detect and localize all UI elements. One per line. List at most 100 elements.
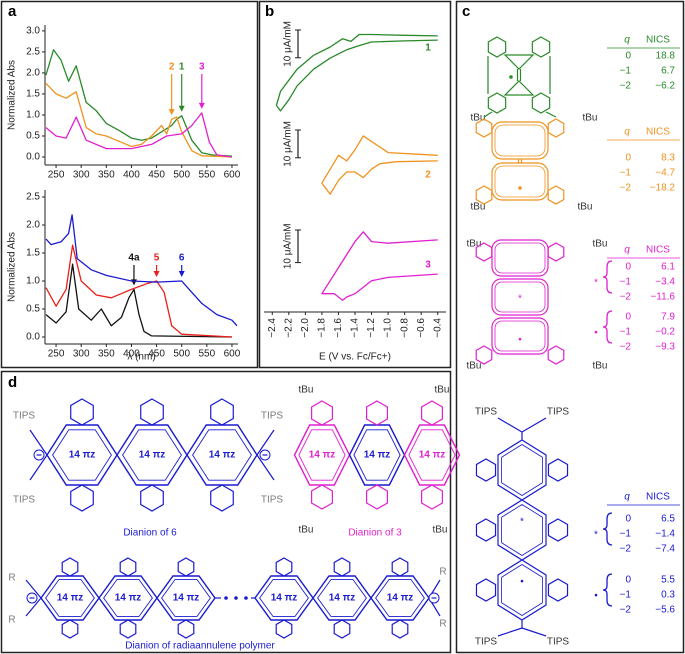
end-group-label: TIPS — [261, 495, 284, 506]
brace — [602, 512, 613, 546]
table-cell: 0 — [625, 575, 631, 586]
table-cell: −7.4 — [655, 544, 675, 555]
substituent-label: TIPS — [475, 637, 498, 648]
benzene-ring — [475, 578, 497, 602]
benzene-ring — [333, 557, 351, 577]
x-tick-label: 500 — [173, 349, 190, 360]
substituent-label: TIPS — [475, 407, 498, 418]
table-cell: −2 — [620, 605, 632, 616]
x-tick-label: 450 — [148, 349, 165, 360]
annulene-ring — [45, 579, 95, 617]
benzene-ring — [421, 484, 443, 510]
x-tick-label: 600 — [224, 170, 241, 181]
table-cell: −1 — [620, 168, 632, 179]
y-tick-label: 3.0 — [26, 26, 40, 37]
x-tick-label: 300 — [73, 349, 90, 360]
end-group-label: R — [439, 619, 446, 630]
series-line — [275, 33, 438, 112]
y-tick-label: 0.0 — [26, 332, 40, 343]
table-cell: −2 — [620, 183, 632, 194]
y-tick-label: 0.5 — [26, 131, 40, 142]
end-group-label: R — [439, 567, 446, 578]
x-tick-label: 600 — [224, 349, 241, 360]
end-group-label: TIPS — [13, 411, 36, 422]
table-cell: −4.7 — [655, 168, 675, 179]
bond — [503, 80, 535, 96]
table-cell: −1 — [620, 590, 632, 601]
brace — [602, 260, 613, 294]
panel-letter: b — [265, 3, 274, 20]
x-tick-label: −0.4 — [432, 318, 443, 338]
bond — [256, 429, 275, 456]
arrow-head — [168, 109, 175, 116]
benzene-ring — [275, 557, 293, 577]
y-tick-label: 0.0 — [26, 152, 40, 163]
annulene-ring — [491, 317, 549, 355]
benzene-ring — [475, 345, 493, 365]
benzene-ring — [547, 518, 569, 542]
benzene-ring — [333, 619, 351, 639]
annulene-ring — [161, 579, 211, 617]
annulene-ring — [491, 239, 549, 277]
table-cell: −2 — [620, 544, 632, 555]
brace — [602, 573, 613, 607]
panel-letter: d — [8, 374, 17, 391]
x-tick-label: −2.2 — [283, 318, 294, 338]
benzene-ring — [475, 118, 493, 138]
panel-frame — [0, 0, 259, 369]
substituent-label: tBu — [577, 202, 592, 213]
x-tick-label: 550 — [198, 170, 215, 181]
benzene-ring — [421, 400, 443, 426]
annulene-ring — [497, 439, 547, 501]
series-label: 4a — [128, 253, 140, 264]
ring-dot — [509, 75, 513, 79]
annulene-ring — [501, 444, 543, 496]
panel-frame — [258, 0, 452, 369]
x-tick-label: 350 — [98, 170, 115, 181]
bond — [29, 429, 48, 456]
table-cell: 6.5 — [661, 514, 675, 525]
series-label: 6 — [179, 253, 185, 264]
series-line — [45, 214, 238, 327]
table-header: q — [624, 245, 630, 256]
benzene-ring — [366, 484, 388, 510]
x-tick-label: 300 — [73, 170, 90, 181]
x-tick-label: 350 — [98, 349, 115, 360]
table-cell: 7.9 — [661, 312, 675, 323]
y-tick-label: 2.5 — [26, 47, 40, 58]
ring-label: 14 πz — [419, 450, 446, 461]
end-group-label: R — [8, 573, 15, 584]
y-tick-label: 1.0 — [26, 276, 40, 287]
x-tick-label: 400 — [123, 170, 140, 181]
benzene-ring — [547, 185, 565, 205]
arrow-head — [198, 102, 205, 109]
x-tick-label: 450 — [148, 170, 165, 181]
series-label: 2 — [169, 62, 175, 73]
annulene-ring — [501, 564, 543, 616]
table-marker: • — [594, 591, 598, 602]
scale-bar-label: 10 μA/mM — [283, 21, 294, 67]
table-cell: 6.7 — [661, 66, 675, 77]
benzene-ring — [547, 118, 565, 138]
end-group-label: TIPS — [261, 411, 284, 422]
panel-letter: c — [462, 3, 470, 20]
table-cell: −2 — [620, 81, 632, 92]
bond — [256, 454, 275, 481]
series-line — [45, 49, 233, 157]
ring-label: 14 πz — [57, 593, 84, 604]
table-cell: 0 — [625, 262, 631, 273]
substituent-label: TIPS — [547, 407, 570, 418]
table-cell: −18.2 — [650, 183, 676, 194]
ring-label: 14 πz — [329, 593, 356, 604]
benzene-ring — [119, 619, 137, 639]
x-tick-label: −1.2 — [366, 318, 377, 338]
benzene-ring — [547, 345, 565, 365]
benzene-ring — [70, 484, 94, 512]
ring-label: 14 πz — [209, 450, 236, 461]
panel-letter: a — [8, 3, 17, 20]
table-header: q — [624, 127, 630, 138]
end-group-label: tBu — [298, 525, 313, 536]
y-tick-label: 2.5 — [26, 192, 40, 203]
table-cell: −2 — [620, 292, 632, 303]
scale-bar-label: 10 μA/mM — [283, 223, 294, 269]
